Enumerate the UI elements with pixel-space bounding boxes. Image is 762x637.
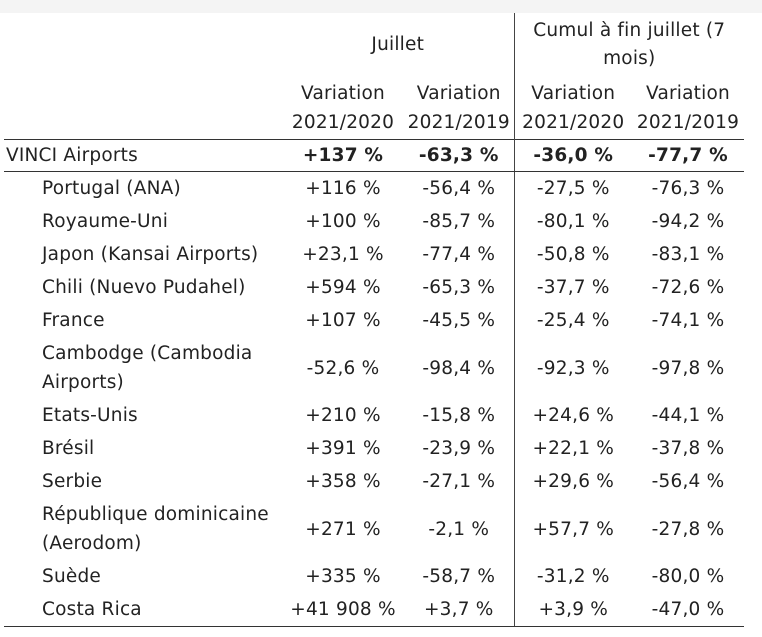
header-variation-label: Variation [416,83,501,104]
juillet-2021-2020-value: +335 % [305,566,381,587]
table-row: Costa Rica +41 908 % +3,7 % +3,9 % -47,0… [4,593,744,627]
juillet-2021-2019-value: +3,7 % [404,593,514,627]
cumul-2021-2019-value: -76,3 % [651,178,725,199]
header-row-columns: Variation 2021/2020 Variation 2021/2019 … [4,77,744,140]
juillet-2021-2020-value: +594 % [305,277,381,298]
cumul-2021-2019-value: -37,8 % [651,438,725,459]
header-juillet-2021-2020: Variation 2021/2020 [282,77,404,140]
table-row: Etats-Unis +210 % -15,8 % +24,6 % -44,1 … [4,399,744,432]
table-row: Cambodge (Cambodia Airports) -52,6 % -98… [4,337,744,399]
juillet-2021-2020-value: +100 % [305,211,381,232]
country-name: Portugal (ANA) [42,178,181,199]
cumul-2021-2020-value: -37,7 % [513,271,632,304]
table-row: Chili (Nuevo Pudahel) +594 % -65,3 % -37… [4,271,744,304]
country-name: Royaume-Uni [42,211,169,232]
cumul-2021-2019-value: -27,8 % [651,518,725,540]
juillet-2021-2020-value: +391 % [305,438,381,459]
cumul-2021-2019-value: -97,8 % [651,357,725,379]
table-row: Royaume-Uni +100 % -85,7 % -80,1 % -94,2… [4,205,744,238]
cumul-2021-2019-value: -74,1 % [651,310,725,331]
juillet-2021-2019-value: -45,5 % [422,310,496,331]
header-period-label: 2021/2020 [291,112,395,133]
total-row: VINCI Airports +137 % -63,3 % -36,0 % -7… [4,139,744,172]
cumul-2021-2020-value: -27,5 % [513,171,632,205]
juillet-2021-2020-value: +23,1 % [302,244,384,265]
country-name: Japon (Kansai Airports) [42,244,259,265]
juillet-2021-2019-value: -2,1 % [428,518,490,540]
juillet-2021-2020-value: -52,6 % [306,357,380,379]
total-juillet-2021-2019: -63,3 % [404,139,514,172]
juillet-2021-2019-value: -98,4 % [422,357,496,379]
header-cumul-2021-2019: Variation 2021/2019 [632,77,744,140]
header-variation-label: Variation [301,83,385,104]
cumul-2021-2020-value: -25,4 % [513,304,632,337]
juillet-2021-2019-value: -65,3 % [422,277,496,298]
country-name: Cambodge (Cambodia Airports) [42,343,253,393]
cumul-2021-2020-value: +22,1 % [513,432,632,465]
table-row: Brésil +391 % -23,9 % +22,1 % -37,8 % [4,432,744,465]
header-cumul-2021-2020: Variation 2021/2020 [513,77,632,140]
country-name: Etats-Unis [42,405,138,426]
header-variation-label: Variation [646,83,730,104]
header-juillet-2021-2019: Variation 2021/2019 [404,77,514,140]
cumul-2021-2020-value: +57,7 % [513,498,632,560]
juillet-2021-2020-value: +210 % [305,405,381,426]
total-name: VINCI Airports [4,139,282,172]
header-row-periods: Juillet Cumul à fin juillet (7 mois) [4,13,744,77]
country-name: Serbie [42,471,103,492]
cumul-2021-2020-value: -80,1 % [513,205,632,238]
country-name: Brésil [42,438,95,459]
cumul-2021-2020-value: +29,6 % [513,465,632,498]
cumul-2021-2020-value: -50,8 % [513,238,632,271]
header-variation-label: Variation [531,83,616,104]
juillet-2021-2019-value: -15,8 % [422,405,496,426]
juillet-2021-2020-value: +358 % [305,471,381,492]
country-name: Costa Rica [4,593,282,627]
country-name: République dominicaine (Aerodom) [42,504,269,554]
cumul-2021-2020-value: +24,6 % [513,399,632,432]
juillet-2021-2020-value: +271 % [305,518,381,540]
cumul-2021-2019-value: -47,0 % [632,593,744,627]
header-period-label: 2021/2019 [407,112,510,133]
juillet-2021-2019-value: -85,7 % [422,211,496,232]
juillet-2021-2020-value: +116 % [305,178,381,199]
total-juillet-2021-2020: +137 % [282,139,404,172]
cumul-2021-2019-value: -44,1 % [651,405,725,426]
traffic-table: Juillet Cumul à fin juillet (7 mois) Var… [4,13,744,627]
table-row: Portugal (ANA) +116 % -56,4 % -27,5 % -7… [4,171,744,205]
cumul-2021-2020-value: +3,9 % [513,593,632,627]
cumul-2021-2019-value: -72,6 % [651,277,725,298]
header-empty [4,13,282,77]
header-juillet: Juillet [371,34,425,55]
juillet-2021-2019-value: -23,9 % [422,438,496,459]
cumul-2021-2019-value: -80,0 % [651,566,725,587]
header-period-label: 2021/2020 [522,112,625,133]
table-row: France +107 % -45,5 % -25,4 % -74,1 % [4,304,744,337]
top-band [0,0,762,13]
header-empty-2 [4,77,282,140]
cumul-2021-2020-value: -92,3 % [513,337,632,399]
country-name: Suède [42,566,101,587]
juillet-2021-2020-value: +107 % [305,310,381,331]
cumul-2021-2020-value: -31,2 % [513,560,632,593]
country-name: Chili (Nuevo Pudahel) [42,277,246,298]
juillet-2021-2019-value: -27,1 % [422,471,496,492]
table-row: Japon (Kansai Airports) +23,1 % -77,4 % … [4,238,744,271]
juillet-2021-2019-value: -58,7 % [422,566,496,587]
cumul-2021-2019-value: -94,2 % [651,211,725,232]
juillet-2021-2019-value: -56,4 % [422,178,496,199]
table-row: Suède +335 % -58,7 % -31,2 % -80,0 % [4,560,744,593]
table-row: Serbie +358 % -27,1 % +29,6 % -56,4 % [4,465,744,498]
juillet-2021-2019-value: -77,4 % [422,244,496,265]
country-name: France [42,310,105,331]
total-cumul-2021-2019: -77,7 % [632,139,744,172]
juillet-2021-2020-value: +41 908 % [282,593,404,627]
cumul-2021-2019-value: -83,1 % [651,244,725,265]
header-period-label: 2021/2019 [636,112,740,133]
header-cumul: Cumul à fin juillet (7 mois) [513,13,744,77]
total-cumul-2021-2020: -36,0 % [513,139,632,172]
cumul-2021-2019-value: -56,4 % [651,471,725,492]
table-row: République dominicaine (Aerodom) +271 % … [4,498,744,560]
